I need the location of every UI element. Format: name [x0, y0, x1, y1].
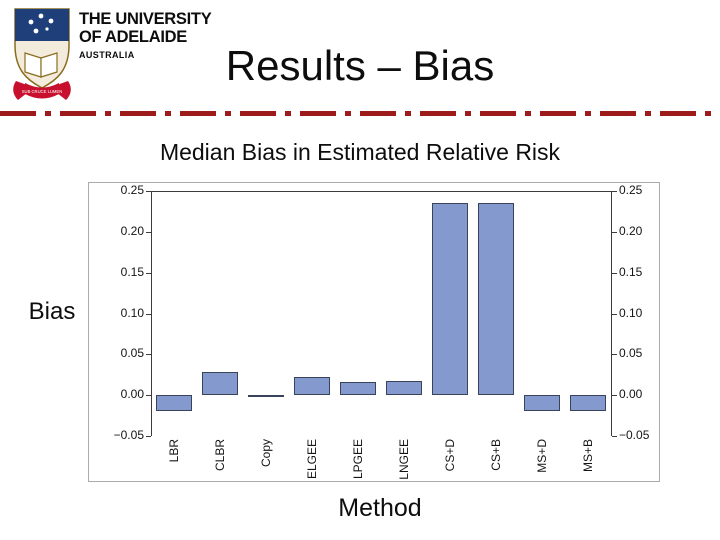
- university-name-line2: OF ADELAIDE: [79, 28, 187, 46]
- x-category-label: CS+B: [489, 439, 503, 471]
- y-tick-mark-right: [612, 231, 617, 233]
- y-tick-mark-right: [612, 436, 617, 437]
- university-name: THE UNIVERSITY OF ADELAIDE AUSTRALIA: [79, 10, 212, 64]
- y-tick-label: 0.10: [120, 305, 144, 320]
- y-tick-mark: [146, 191, 151, 192]
- bar-LBR: [156, 395, 192, 412]
- y-tick-mark: [146, 436, 151, 437]
- y-tick-mark: [146, 395, 151, 397]
- university-name-line1: THE UNIVERSITY: [79, 10, 212, 28]
- y-tick-mark-right: [612, 354, 617, 356]
- y-tick-label: −0.05: [113, 428, 144, 442]
- y-tick-mark: [146, 272, 151, 274]
- x-category-label: LPGEE: [351, 439, 365, 480]
- y-tick-label-right: 0.15: [619, 264, 643, 279]
- x-category-label: MS+B: [581, 439, 595, 473]
- y-tick-label: 0.20: [120, 223, 144, 238]
- y-tick-mark-right: [612, 191, 617, 192]
- y-axis-line-right: [611, 191, 612, 436]
- y-tick-mark: [146, 231, 151, 233]
- chart-panel: 0.25 0.25 0.20 0.20 0.15 0.15 0.10 0.10 0.05 0.05…: [88, 182, 660, 482]
- bar-CLBR: [202, 372, 238, 396]
- y-tick-label-right: 0.25: [619, 183, 643, 197]
- y-tick-label-right: 0.05: [619, 346, 643, 361]
- bar-LNGEE: [386, 381, 422, 396]
- bar-LPGEE: [340, 382, 376, 396]
- x-category-label: CLBR: [213, 439, 227, 472]
- y-tick-label: 0.25: [120, 183, 144, 197]
- x-category-label: ELGEE: [305, 439, 319, 480]
- y-axis-label: Bias: [28, 298, 76, 325]
- bar-CS+B: [478, 203, 514, 396]
- y-axis-line: [151, 191, 152, 436]
- bar-ELGEE: [294, 377, 330, 396]
- x-category-label: LBR: [167, 439, 181, 463]
- x-category-label: Copy: [259, 439, 273, 468]
- y-tick-label-right: 0.10: [619, 305, 643, 320]
- y-tick-label: 0.15: [120, 264, 144, 279]
- y-tick-label-right: 0.20: [619, 223, 643, 238]
- plot-top-line: [151, 191, 612, 192]
- chart-title: Median Bias in Estimated Relative Risk: [159, 139, 561, 165]
- crest-motto: SUB CRUCE LUMEN: [22, 89, 63, 94]
- x-category-label: LNGEE: [397, 439, 411, 480]
- slide-title: Results – Bias: [225, 42, 495, 89]
- university-name-line3: AUSTRALIA: [79, 50, 135, 60]
- y-tick-label: 0.00: [120, 387, 144, 402]
- x-axis-label: Method: [338, 494, 422, 522]
- y-tick-mark-right: [612, 395, 617, 397]
- y-tick-label-right: −0.05: [619, 428, 650, 442]
- bar-MS+D: [524, 395, 560, 412]
- y-tick-mark-right: [612, 272, 617, 274]
- x-category-label: CS+D: [443, 439, 457, 472]
- divider-line: [0, 111, 720, 116]
- bar-CS+D: [432, 203, 468, 396]
- y-tick-mark-right: [612, 313, 617, 315]
- x-category-label: MS+D: [535, 439, 549, 473]
- y-tick-label: 0.05: [120, 346, 144, 361]
- y-tick-mark: [146, 313, 151, 315]
- bar-Copy: [248, 395, 284, 398]
- y-tick-mark: [146, 354, 151, 356]
- bar-MS+B: [570, 395, 606, 412]
- university-crest-icon: SUB CRUCE LUMEN: [13, 8, 71, 100]
- y-tick-label-right: 0.00: [619, 387, 643, 402]
